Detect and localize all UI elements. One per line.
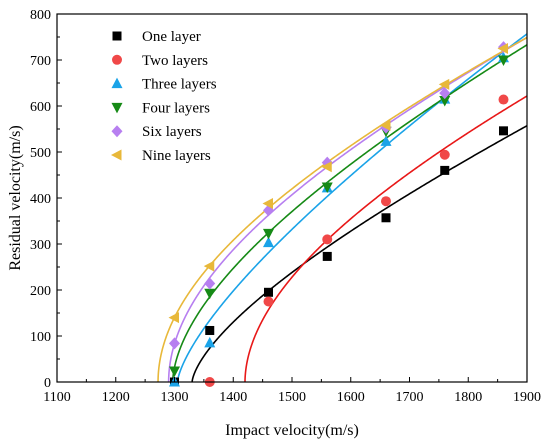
data-point <box>204 336 216 348</box>
data-point <box>499 126 508 136</box>
data-point <box>204 288 216 300</box>
plot-frame <box>56 13 528 383</box>
fit-curve <box>191 125 528 382</box>
y-tick-label: 300 <box>30 238 51 253</box>
data-point <box>205 325 215 335</box>
data-point <box>322 251 332 261</box>
data-point <box>381 196 391 207</box>
data-point <box>440 165 450 175</box>
data-point <box>263 296 274 307</box>
legend-label: Two layers <box>142 53 208 69</box>
y-tick-label: 200 <box>30 284 51 299</box>
x-tick-label: 1200 <box>102 390 130 405</box>
data-point <box>498 94 509 105</box>
fit-curve <box>167 36 528 382</box>
legend-label: One layer <box>142 29 201 45</box>
data-point <box>204 277 216 290</box>
y-tick-label: 400 <box>30 192 51 207</box>
legend-label: Six layers <box>142 124 202 140</box>
fit-curve <box>244 95 528 382</box>
data-point <box>169 337 180 350</box>
legend-marker <box>111 149 122 161</box>
legend-marker <box>112 31 122 41</box>
data-point <box>381 213 391 223</box>
data-point <box>203 260 215 272</box>
data-point <box>322 234 333 245</box>
data-point <box>380 119 391 131</box>
x-tick-label: 1400 <box>219 390 247 405</box>
x-tick-label: 1800 <box>454 390 482 405</box>
data-point <box>380 135 392 146</box>
legend-label: Three layers <box>142 77 217 93</box>
data-point <box>497 43 508 54</box>
legend: One layer Two layers Three layers Four laye… <box>111 29 217 164</box>
fit-curve <box>171 44 528 382</box>
data-point <box>169 366 180 377</box>
data-point <box>264 287 273 297</box>
legend-marker <box>112 54 122 65</box>
legend-label: Four layers <box>142 100 210 116</box>
x-tick-label: 1100 <box>43 390 70 405</box>
axis-ticks: 1100 1200 1300 1400 1500 1600 1700 1800 1900 0 100… <box>30 8 541 405</box>
y-tick-label: 700 <box>30 54 51 69</box>
y-tick-label: 500 <box>30 146 51 161</box>
legend-marker <box>111 125 123 138</box>
data-point <box>263 228 274 240</box>
x-tick-label: 1700 <box>396 390 424 405</box>
fit-curve <box>176 33 528 382</box>
x-axis-label: Impact velocity(m/s) <box>225 422 359 439</box>
x-tick-label: 1500 <box>278 390 306 405</box>
fit-curves <box>157 33 528 382</box>
data-point <box>262 198 273 210</box>
y-axis-label: Residual velocity(m/s) <box>7 125 24 270</box>
x-tick-label: 1900 <box>513 390 541 405</box>
data-markers <box>168 41 509 387</box>
data-point <box>438 78 450 90</box>
legend-marker <box>111 77 123 89</box>
y-tick-label: 0 <box>44 376 51 391</box>
data-point <box>439 87 451 100</box>
data-point <box>439 149 450 160</box>
y-tick-label: 800 <box>30 8 51 23</box>
fit-curve <box>157 36 528 382</box>
data-point <box>321 161 332 173</box>
legend-label: Nine layers <box>142 148 211 164</box>
data-point <box>263 236 274 248</box>
data-point <box>168 312 179 324</box>
x-tick-label: 1300 <box>161 390 189 405</box>
data-point <box>439 95 451 107</box>
legend-marker <box>111 102 123 114</box>
data-point <box>321 182 333 193</box>
x-tick-label: 1600 <box>337 390 365 405</box>
data-point <box>498 55 509 66</box>
y-tick-label: 100 <box>30 330 51 345</box>
y-tick-label: 600 <box>30 100 51 115</box>
